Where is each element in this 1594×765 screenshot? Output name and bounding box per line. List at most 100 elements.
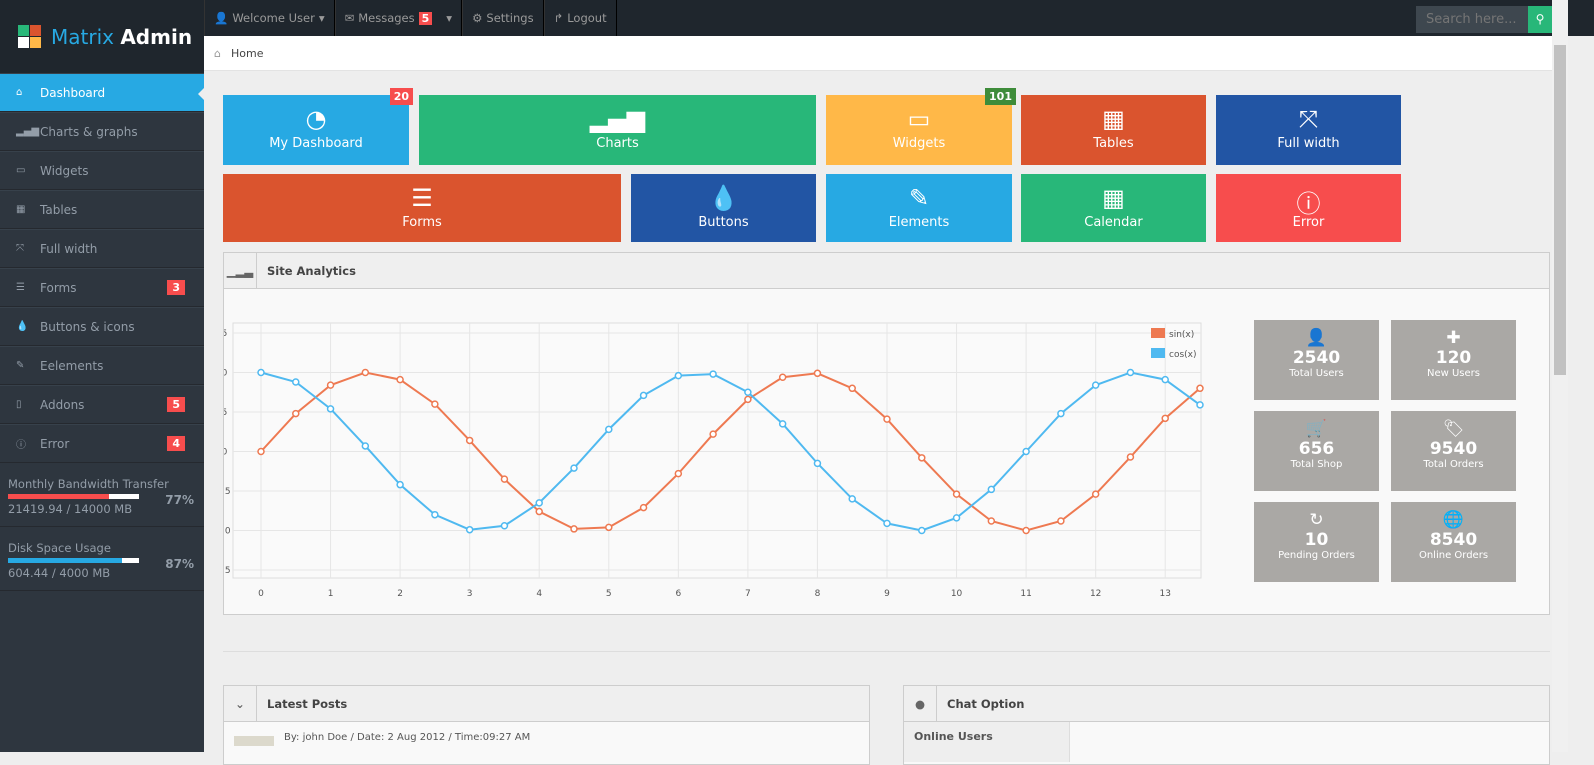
bandwidth-label: Monthly Bandwidth Transfer [8, 477, 169, 491]
info-icon: ⓘ [16, 440, 26, 451]
tile-error[interactable]: ⓘ Error [1216, 174, 1401, 242]
tile-widgets[interactable]: ▭ Widgets 101 [826, 88, 1016, 165]
signal-icon: ▂▄▆ [16, 126, 40, 137]
chevron-down-icon[interactable]: ⌄ [224, 685, 257, 722]
sidebar-badge: 4 [167, 436, 185, 451]
tile-calendar[interactable]: ▦ Calendar [1021, 174, 1206, 242]
x-tick-label: 1 [328, 589, 334, 599]
sidebar-badge: 5 [167, 397, 185, 412]
data-point [570, 464, 578, 472]
envelope-icon: ✉ [344, 11, 355, 25]
sidebar-item-label: Buttons & icons [40, 319, 135, 334]
legend-swatch [1151, 348, 1165, 358]
tile-full-width[interactable]: ⤧ Full width [1216, 95, 1401, 165]
x-tick-label: 10 [951, 589, 963, 599]
stat-value: 9540 [1429, 439, 1478, 459]
sidebar-item-dashboard[interactable]: ⌂ Dashboard [0, 73, 204, 112]
file-icon: ▯ [16, 399, 22, 410]
tile-my-dashboard[interactable]: ◔ My Dashboard 20 [223, 88, 413, 165]
post-thumbnail [234, 736, 274, 746]
legend-swatch [1151, 328, 1165, 338]
tile-charts[interactable]: ▂▄▆ Charts [419, 95, 816, 165]
brand-name-bold: Admin [120, 24, 193, 49]
list-icon: ☰ [16, 282, 25, 293]
bandwidth-stat: Monthly Bandwidth Transfer 21419.94 / 14… [0, 463, 204, 527]
sidebar-item-label: Widgets [40, 163, 89, 178]
sidebar-item-widgets[interactable]: ▭ Widgets [0, 151, 204, 190]
data-point [361, 368, 370, 377]
sidebar-item-tables[interactable]: ▦ Tables [0, 190, 204, 229]
scrollbar[interactable] [1552, 0, 1568, 752]
stat-box[interactable]: 👤 2540 Total Users [1254, 320, 1379, 400]
data-point [813, 459, 822, 468]
data-point [987, 485, 996, 494]
settings-link[interactable]: ⚙ Settings [462, 0, 544, 36]
data-point [674, 371, 683, 380]
widget-title: Chat Option [947, 696, 1025, 711]
search-icon: ⚲ [1535, 12, 1545, 26]
fullscreen-icon: ⤧ [16, 243, 24, 254]
y-tick-label: 1.5 [224, 329, 227, 339]
data-point [535, 499, 543, 507]
tag-icon: 🏷 [1442, 419, 1465, 439]
tile-badge: 20 [389, 88, 413, 105]
breadcrumb-home[interactable]: Home [230, 46, 264, 60]
search-button[interactable]: ⚲ [1528, 6, 1552, 33]
data-point [1022, 526, 1030, 535]
pencil-icon: ✎ [908, 184, 930, 212]
tile-label: Tables [1093, 136, 1134, 151]
welcome-user-menu[interactable]: 👤 Welcome User ▾ [204, 0, 335, 36]
cart-icon: 🛒 [1305, 419, 1328, 439]
sidebar-item-addons[interactable]: ▯ Addons 5 [0, 385, 204, 424]
sidebar-item-label: Tables [40, 202, 78, 217]
data-point [813, 369, 822, 378]
tile-elements[interactable]: ✎ Elements [826, 174, 1012, 242]
cog-icon: ⚙ [472, 11, 483, 25]
data-point [952, 514, 961, 522]
stat-box[interactable]: ↻ 10 Pending Orders [1254, 502, 1379, 582]
site-analytics-widget: ▁▂▃Site Analytics 0123456789101112131.51… [223, 252, 1550, 615]
data-point [605, 425, 613, 434]
bandwidth-progress [8, 494, 139, 499]
sidebar-item-charts-graphs[interactable]: ▂▄▆ Charts & graphs [0, 112, 204, 151]
data-point [848, 384, 856, 393]
stat-box[interactable]: 🏷 9540 Total Orders [1391, 411, 1516, 491]
data-point [396, 480, 404, 489]
tint-icon: 💧 [708, 184, 739, 212]
data-point [570, 525, 578, 533]
chat-widget: ● Chat Option Online Users [903, 685, 1550, 765]
stat-box[interactable]: 🌐 8540 Online Orders [1391, 502, 1516, 582]
stat-box[interactable]: 🛒 656 Total Shop [1254, 411, 1379, 491]
tile-forms[interactable]: ☰ Forms [223, 174, 621, 242]
sidebar-item-full-width[interactable]: ⤧ Full width [0, 229, 204, 268]
latest-posts-widget: ⌄ Latest Posts By: john Doe / Date: 2 Aug… [223, 685, 870, 765]
legend-label: sin(x) [1169, 330, 1194, 340]
data-point [431, 400, 439, 408]
sidebar: Matrix Admin ⌂ Dashboard ▂▄▆ Charts & graph… [0, 0, 204, 752]
messages-menu[interactable]: ✉ Messages 5 ▾ [334, 0, 463, 36]
data-point [292, 409, 300, 418]
plot-area [232, 322, 1202, 579]
data-point [918, 526, 926, 535]
sidebar-item-error[interactable]: ⓘ Error 4 [0, 424, 204, 463]
sidebar-item-forms[interactable]: ☰ Forms 3 [0, 268, 204, 307]
stat-box[interactable]: ✚ 120 New Users [1391, 320, 1516, 400]
logo[interactable]: Matrix Admin [0, 0, 204, 73]
data-point [987, 517, 996, 525]
settings-label: Settings [486, 11, 534, 25]
logout-link[interactable]: ↱ Logout [543, 0, 617, 36]
home-icon: ⌂ [16, 87, 23, 98]
post-meta: By: john Doe / Date: 2 Aug 2012 / Time:0… [284, 732, 531, 743]
sidebar-badge: 3 [167, 280, 185, 295]
sidebar-item-eelements[interactable]: ✎ Eelements [0, 346, 204, 385]
sidebar-item-buttons-icons[interactable]: 💧 Buttons & icons [0, 307, 204, 346]
search-input[interactable] [1416, 6, 1528, 33]
data-point [465, 436, 474, 445]
tile-tables[interactable]: ▦ Tables [1021, 95, 1206, 165]
data-point [1091, 490, 1100, 498]
disk-label: Disk Space Usage [8, 541, 111, 555]
disk-value: 604.44 / 4000 MB [8, 566, 111, 580]
tile-buttons[interactable]: 💧 Buttons [631, 174, 816, 242]
fullscreen-icon: ⤧ [1298, 105, 1319, 133]
data-point [778, 373, 787, 381]
